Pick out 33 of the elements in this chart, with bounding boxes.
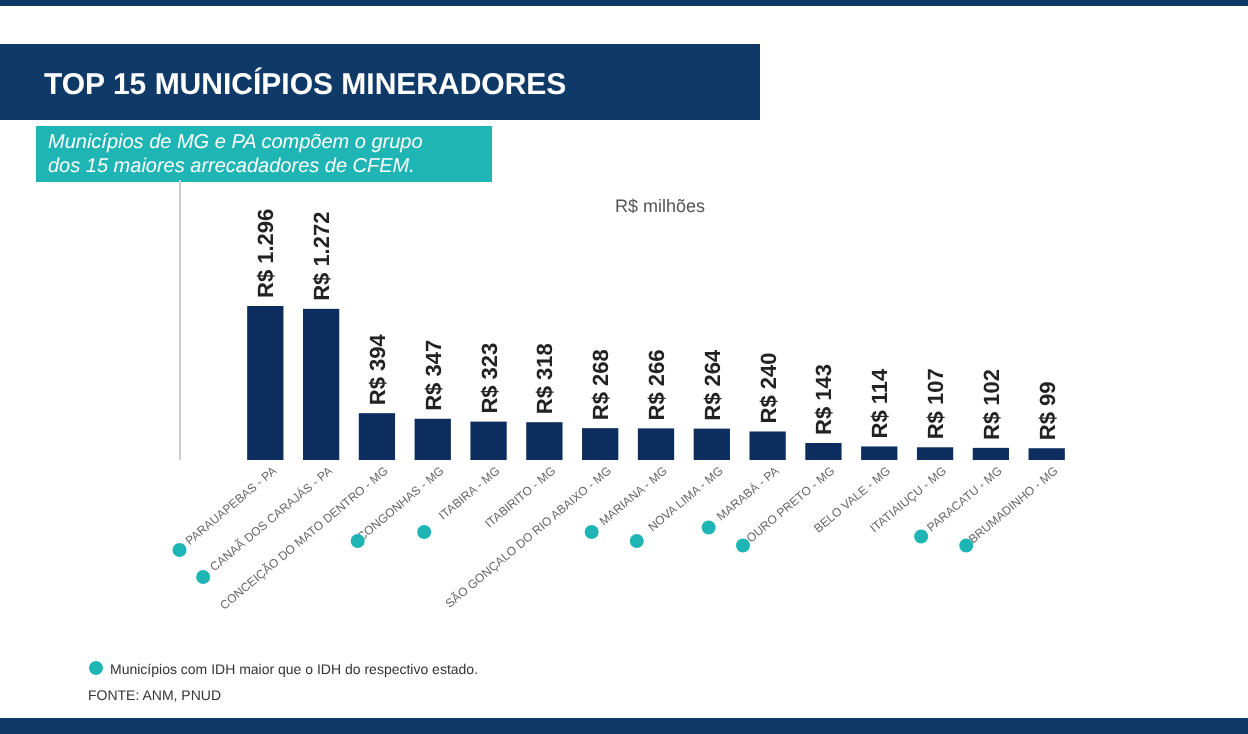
chart-subtitle: Municípios de MG e PA compõem o grupo dos 15 maiores arrecadadores de CFEM. bbox=[48, 132, 424, 178]
bar bbox=[526, 422, 563, 460]
data-label: R$ 394 bbox=[366, 332, 391, 406]
bar bbox=[805, 443, 842, 460]
data-label: R$ 347 bbox=[422, 339, 447, 411]
data-label: R$ 114 bbox=[869, 366, 894, 439]
data-label: R$ 1.296 bbox=[255, 208, 280, 298]
bar bbox=[861, 446, 898, 460]
bar bbox=[749, 431, 786, 460]
data-label: R$ 266 bbox=[646, 349, 670, 421]
bar bbox=[972, 447, 1010, 460]
bar bbox=[302, 308, 340, 460]
bar bbox=[1028, 448, 1065, 460]
data-label: R$ 1.272 bbox=[311, 211, 336, 301]
bar bbox=[358, 413, 396, 460]
data-label: R$ 323 bbox=[478, 342, 503, 414]
bar bbox=[247, 306, 284, 460]
data-label: R$ 102 bbox=[980, 368, 1005, 440]
data-label: R$ 264 bbox=[701, 347, 726, 421]
data-label: R$ 318 bbox=[534, 343, 559, 415]
chart-title: TOP 15 MUNICÍPIOS MINERADORES bbox=[44, 66, 567, 102]
bar bbox=[637, 428, 675, 460]
data-label: R$ 107 bbox=[925, 368, 950, 440]
bar bbox=[916, 447, 954, 460]
bar bbox=[414, 418, 451, 460]
bar bbox=[693, 428, 730, 460]
data-label: R$ 99 bbox=[1036, 381, 1061, 441]
data-label: R$ 143 bbox=[813, 364, 838, 436]
y-axis-title: R$ milhões bbox=[614, 196, 706, 216]
data-label: R$ 268 bbox=[590, 349, 615, 421]
data-label: R$ 240 bbox=[757, 352, 782, 424]
bar bbox=[582, 428, 619, 460]
bar bbox=[470, 421, 507, 460]
